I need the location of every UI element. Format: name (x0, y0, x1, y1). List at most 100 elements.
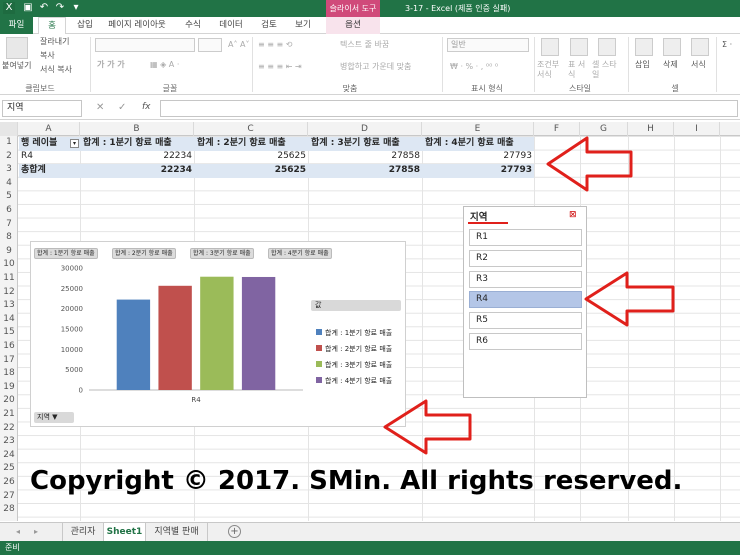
pivot-chart[interactable]: 합계 : 1분기 항료 매출 합계 : 2분기 항료 매출 합계 : 3분기 항… (30, 241, 406, 427)
pivot-total-value[interactable]: 27793 (500, 165, 532, 175)
axis-field-button[interactable]: 지역 ▼ (34, 412, 74, 423)
delete-cells-icon[interactable] (663, 38, 681, 56)
alignment-icons[interactable]: ≡ ≡ ≡ ⟲ (258, 40, 293, 49)
column-header[interactable]: B (80, 122, 194, 136)
redo-icon[interactable]: ↷ (55, 2, 65, 13)
column-header[interactable]: E (422, 122, 534, 136)
row-header[interactable]: 27 (3, 490, 15, 501)
pivot-total-value[interactable]: 22234 (160, 165, 192, 175)
enter-icon[interactable]: ✓ (118, 102, 127, 113)
insert-cells-button[interactable]: 삽입 (635, 60, 650, 69)
select-all-corner[interactable] (0, 122, 18, 136)
row-header[interactable]: 1 (6, 137, 12, 147)
bar-4[interactable] (241, 276, 276, 390)
row-header[interactable]: 22 (3, 422, 15, 433)
slicer-item-r2[interactable]: R2 (469, 250, 582, 267)
row-header[interactable]: 3 (6, 164, 12, 175)
pivot-row-name[interactable]: R4 (21, 151, 33, 161)
row-header[interactable]: 16 (3, 341, 15, 351)
pivot-total-label[interactable]: 총합계 (21, 165, 46, 175)
pivot-header[interactable]: 합계 : 1분기 항료 매출 (83, 138, 172, 148)
bar-3[interactable] (200, 276, 234, 390)
row-header[interactable]: 2 (6, 150, 12, 161)
row-header[interactable]: 28 (3, 504, 15, 515)
bar-1[interactable] (116, 299, 151, 390)
column-header[interactable]: D (308, 122, 422, 136)
editing-sigma-icon[interactable]: Σ · (722, 40, 733, 49)
font-grow-shrink-icon[interactable]: A˄ A˅ (228, 40, 250, 49)
merge-center-button[interactable]: 병합하고 가운데 맞춤 (340, 62, 412, 71)
slicer-item-r6[interactable]: R6 (469, 333, 582, 350)
row-header[interactable]: 6 (6, 205, 12, 215)
sheet-tab-sheet1[interactable]: Sheet1 (104, 523, 146, 541)
slicer-item-r5[interactable]: R5 (469, 312, 582, 329)
row-header[interactable]: 14 (3, 313, 15, 324)
paste-button[interactable]: 붙여넣기 (2, 61, 32, 70)
alignment-icons-row2[interactable]: ≡ ≡ ≡ ⇤ ⇥ (258, 62, 302, 71)
slicer[interactable]: 지역 ⊠ R1 R2 R3 R4 R5 R6 (463, 206, 587, 398)
row-header[interactable]: 20 (3, 395, 15, 406)
cell-styles-icon[interactable] (598, 38, 616, 56)
row-header[interactable]: 10 (3, 259, 15, 270)
format-as-table-icon[interactable] (570, 38, 588, 56)
tab-review[interactable]: 검토 (261, 20, 277, 30)
filter-dropdown-icon[interactable]: ▾ (70, 139, 79, 148)
slicer-item-r3[interactable]: R3 (469, 271, 582, 288)
row-header[interactable]: 12 (3, 286, 15, 297)
column-header[interactable]: H (628, 122, 674, 136)
row-header[interactable]: 4 (6, 177, 12, 188)
tab-data[interactable]: 데이터 (219, 20, 243, 30)
border-fill-color-icon[interactable]: ▦ ◈ A · (150, 60, 180, 69)
row-header[interactable]: 17 (3, 354, 15, 365)
wrap-text-button[interactable]: 텍스트 줄 바꿈 (340, 40, 390, 49)
tab-options[interactable]: 옵션 (326, 17, 380, 34)
insert-cells-icon[interactable] (635, 38, 653, 56)
row-header[interactable]: 25 (3, 463, 15, 474)
number-format-icons[interactable]: ₩ · % · , ⁰⁰ ⁰ (450, 62, 499, 71)
tab-file[interactable]: 파일 (0, 17, 33, 34)
cell-styles-button[interactable]: 셀 스타일 (592, 60, 617, 79)
conditional-formatting-icon[interactable] (541, 38, 559, 56)
row-header[interactable]: 15 (3, 327, 15, 338)
bold-icon[interactable]: 가 가 가 (97, 60, 125, 69)
column-header[interactable]: F (534, 122, 580, 136)
row-header[interactable]: 23 (3, 436, 15, 447)
pivot-total-value[interactable]: 27858 (388, 165, 420, 175)
format-as-table-button[interactable]: 표 서식 (568, 60, 586, 79)
cut-button[interactable]: 잘라내기 (40, 37, 70, 46)
sheet-tab-region-sales[interactable]: 지역별 판매 (146, 523, 208, 541)
pivot-header[interactable]: 합계 : 3분기 항료 매출 (311, 138, 400, 148)
format-cells-icon[interactable] (691, 38, 709, 56)
format-cells-button[interactable]: 서식 (691, 60, 706, 69)
font-name-dropdown[interactable] (95, 38, 195, 52)
pivot-row-label[interactable]: 행 레이블 (21, 138, 58, 148)
tab-formulas[interactable]: 수식 (185, 20, 201, 30)
row-header[interactable]: 26 (3, 477, 15, 487)
legend-field-button[interactable]: 값 (311, 300, 401, 311)
font-size-dropdown[interactable] (198, 38, 222, 52)
pivot-value[interactable]: 27793 (503, 151, 532, 161)
clear-filter-icon[interactable]: ⊠ (569, 210, 577, 220)
row-header[interactable]: 19 (3, 381, 15, 392)
paste-icon[interactable] (6, 37, 28, 59)
row-header[interactable]: 24 (3, 449, 15, 460)
undo-icon[interactable]: ↶ (39, 2, 49, 13)
customize-toolbar-icon[interactable]: ▾ (73, 2, 79, 13)
row-header[interactable]: 13 (3, 300, 15, 311)
cancel-icon[interactable]: ✕ (96, 102, 105, 113)
chart-value-field-button[interactable]: 합계 : 2분기 항료 매출 (112, 248, 176, 259)
pivot-header[interactable]: 합계 : 4분기 항료 매출 (425, 138, 514, 148)
pivot-value[interactable]: 27858 (391, 151, 420, 161)
column-header[interactable]: I (674, 122, 720, 136)
tab-insert[interactable]: 삽입 (77, 20, 93, 30)
column-header[interactable]: A (18, 122, 80, 136)
insert-function-icon[interactable]: fx (142, 102, 151, 112)
pivot-total-value[interactable]: 25625 (274, 165, 306, 175)
row-header[interactable]: 7 (6, 218, 12, 229)
add-sheet-icon[interactable]: + (228, 525, 241, 538)
slicer-item-r4[interactable]: R4 (469, 291, 582, 308)
format-painter-button[interactable]: 서식 복사 (40, 65, 72, 74)
chart-value-field-button[interactable]: 합계 : 4분기 항료 매출 (268, 248, 332, 259)
delete-cells-button[interactable]: 삭제 (663, 60, 678, 69)
name-box[interactable]: 지역 (2, 100, 82, 117)
